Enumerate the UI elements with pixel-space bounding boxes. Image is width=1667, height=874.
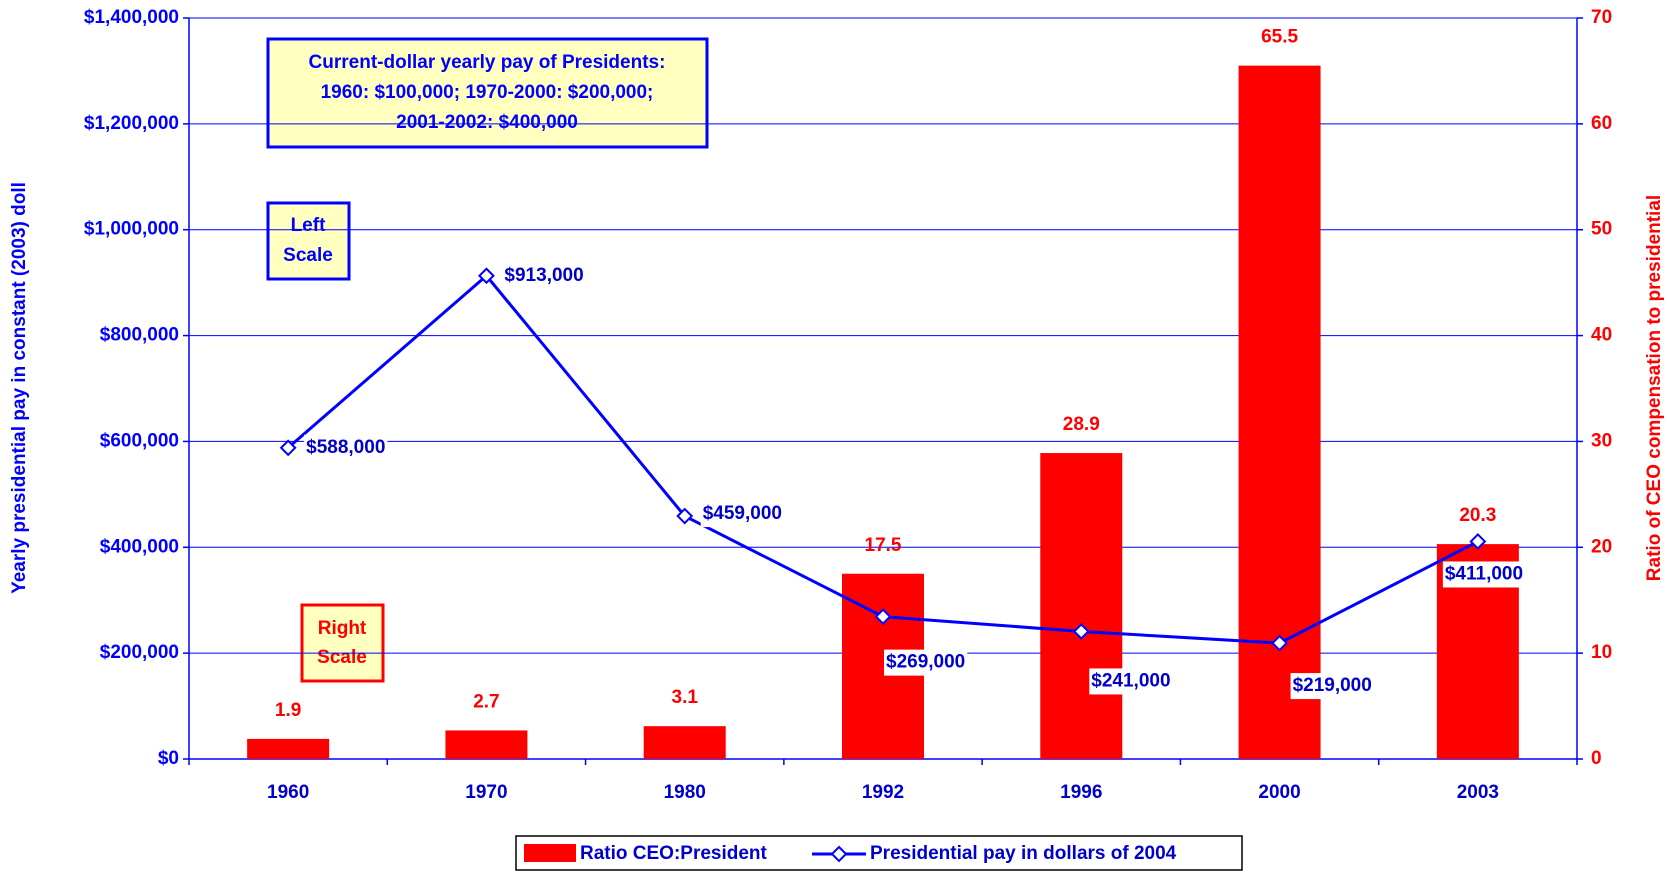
legend-marker	[830, 845, 848, 863]
y-tick-label: $1,000,000	[84, 219, 179, 240]
bar-value-label: 65.5	[1261, 27, 1298, 48]
note-line: 1960: $100,000; 1970-2000: $200,000;	[321, 82, 654, 103]
y2-tick-label: 20	[1591, 536, 1612, 557]
line-point	[874, 608, 892, 626]
line-value-label: $411,000	[1445, 563, 1523, 584]
legend-swatch	[524, 844, 576, 862]
line-point	[478, 267, 495, 285]
x-tick-label: 1996	[1060, 782, 1102, 803]
bar-value-label: 17.5	[865, 535, 902, 556]
line-value-label: $459,000	[703, 503, 782, 524]
value-label-bg	[1442, 561, 1526, 588]
value-label-bg	[1290, 673, 1374, 700]
y2-tick-label: 0	[1591, 748, 1602, 769]
bar	[445, 730, 528, 759]
bar-value-label: 3.1	[672, 687, 699, 708]
line-point	[1072, 623, 1090, 640]
bar	[1238, 65, 1321, 759]
bar-value-label: 20.3	[1459, 505, 1496, 526]
y2-tick-label: 60	[1591, 113, 1612, 134]
x-tick-label: 2003	[1457, 782, 1499, 803]
y2-tick-label: 10	[1591, 642, 1612, 663]
x-tick-label: 2000	[1258, 782, 1300, 803]
y-tick-label: $200,000	[100, 642, 179, 663]
y2-tick-label: 70	[1591, 7, 1612, 28]
line-value-label: $588,000	[306, 437, 385, 458]
y-tick-label: $600,000	[100, 430, 179, 451]
left-scale-box	[266, 201, 351, 281]
bar-value-label: 2.7	[473, 691, 499, 712]
bar	[643, 726, 726, 759]
y-tick-label: $400,000	[100, 536, 179, 557]
bar	[247, 738, 330, 759]
y-tick-label: $800,000	[100, 325, 179, 346]
line-point	[676, 507, 694, 525]
y-axis-title: Yearly presidential pay in constant (200…	[9, 182, 30, 594]
y-tick-label: $1,200,000	[84, 113, 179, 134]
right-scale-label: Right	[318, 618, 367, 639]
value-label-bg	[502, 262, 586, 289]
line-point	[279, 439, 297, 457]
x-tick-label: 1960	[267, 782, 309, 803]
right-scale-label: Scale	[317, 647, 367, 668]
value-label-bg	[884, 649, 968, 676]
y2-tick-label: 30	[1591, 430, 1612, 451]
right-scale-box	[300, 603, 385, 683]
bar	[1040, 453, 1123, 759]
legend-box	[515, 835, 1243, 871]
line-value-label: $241,000	[1091, 670, 1170, 691]
value-label-bg	[304, 434, 388, 461]
note-box	[266, 37, 709, 149]
line-value-label: $269,000	[886, 652, 965, 673]
line-value-label: $913,000	[504, 265, 583, 286]
x-tick-label: 1980	[664, 782, 706, 803]
line-value-label: $219,000	[1293, 675, 1372, 696]
x-tick-label: 1992	[862, 782, 904, 803]
y2-axis-title: Ratio of CEO compensation to presidentia…	[1644, 195, 1665, 581]
value-label-bg	[1089, 668, 1173, 695]
line-point	[1469, 533, 1487, 550]
y-tick-label: $1,400,000	[84, 7, 179, 28]
legend-label: Presidential pay in dollars of 2004	[870, 843, 1177, 864]
bar-value-label: 28.9	[1063, 414, 1100, 435]
left-scale-label: Scale	[283, 245, 333, 266]
y2-tick-label: 40	[1591, 325, 1612, 346]
line-point	[1271, 634, 1288, 652]
value-label-bg	[700, 501, 784, 528]
bar-value-label: 1.9	[275, 700, 301, 721]
y2-tick-label: 50	[1591, 219, 1612, 240]
x-tick-label: 1970	[465, 782, 507, 803]
note-line: 2001-2002: $400,000	[396, 112, 578, 133]
y-tick-label: $0	[158, 748, 179, 769]
legend-label: Ratio CEO:President	[580, 843, 768, 864]
left-scale-label: Left	[291, 215, 327, 236]
note-line: Current-dollar yearly pay of Presidents:	[309, 52, 666, 73]
